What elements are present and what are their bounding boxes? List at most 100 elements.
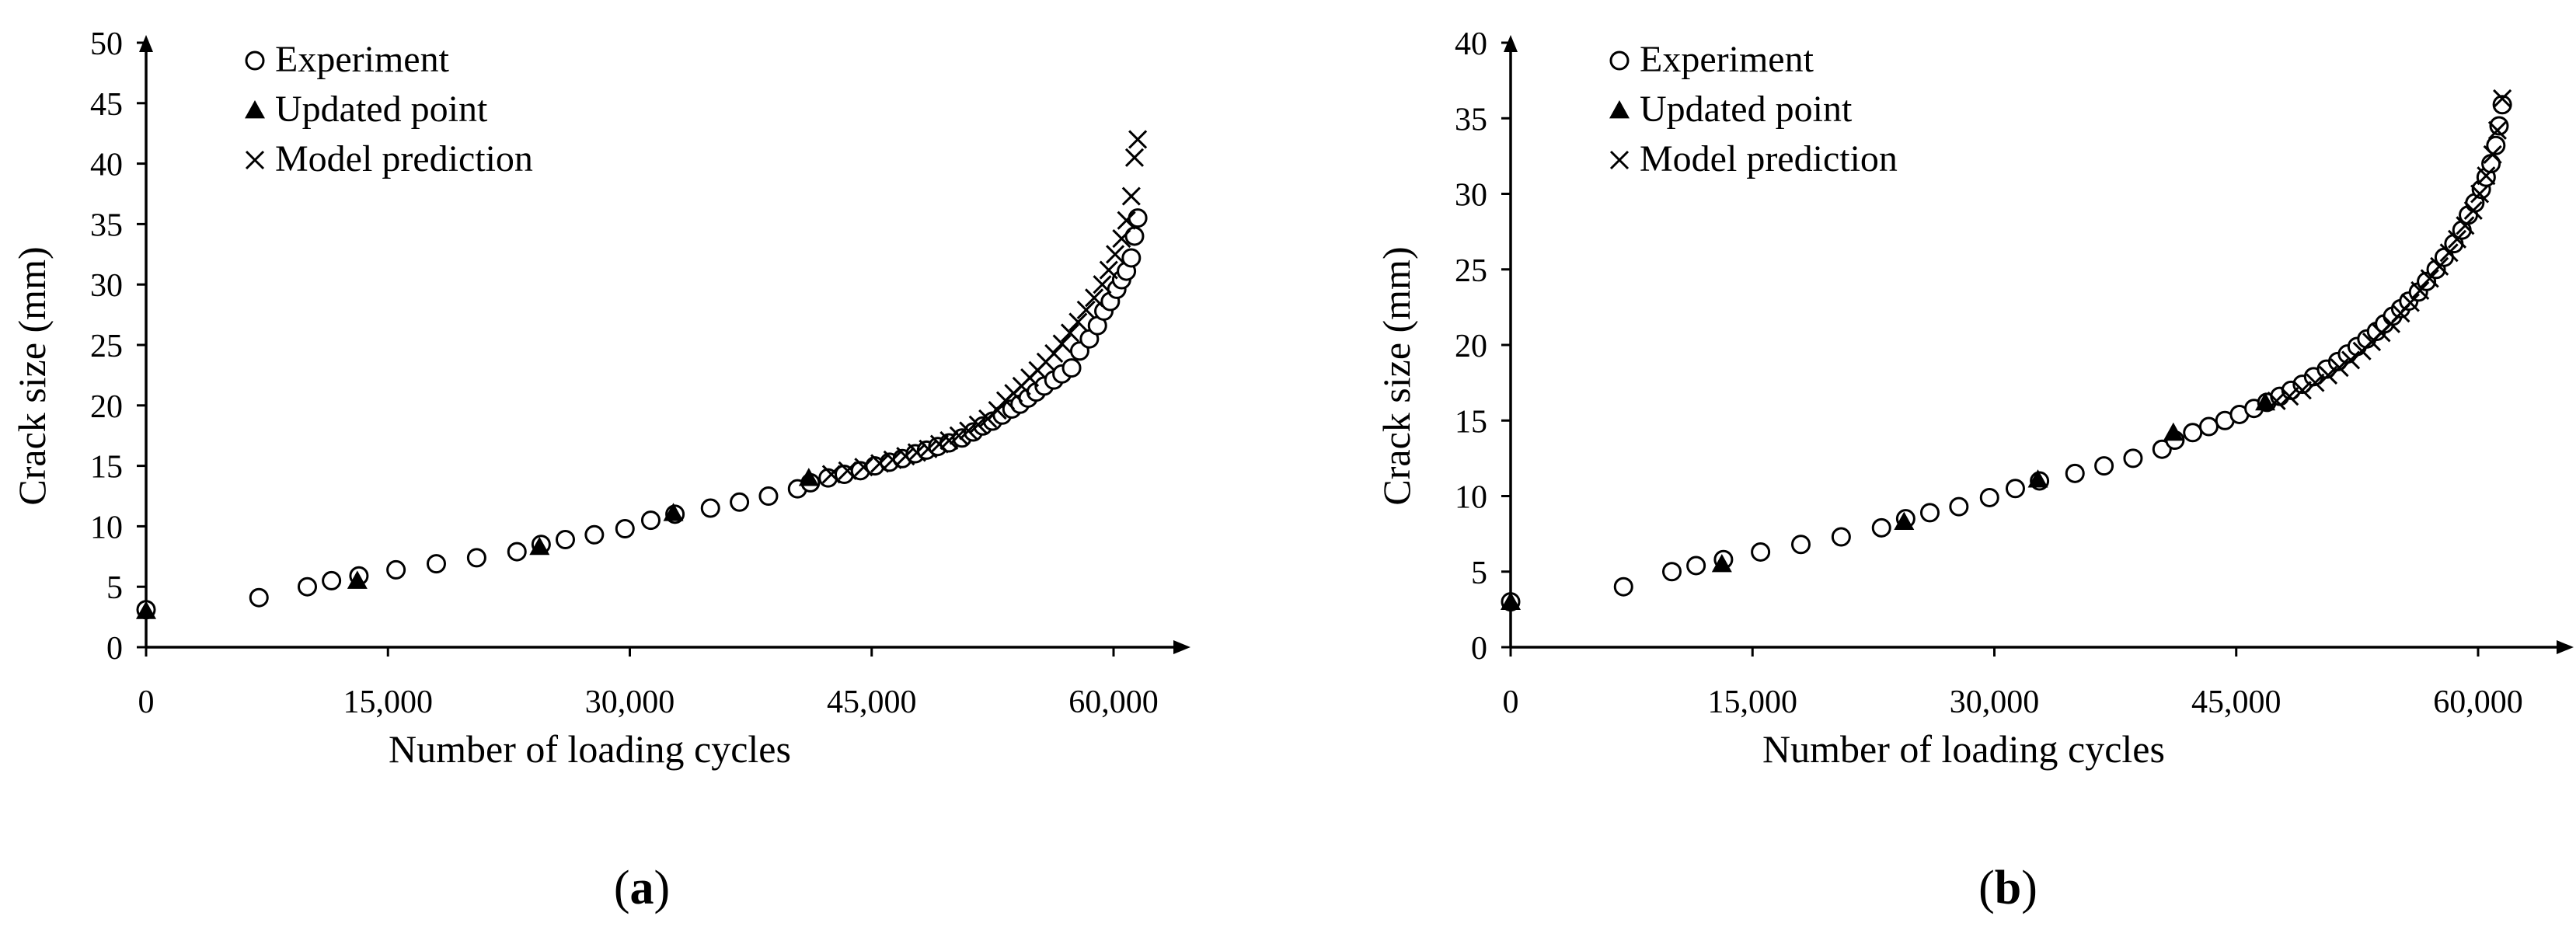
data-point (2065, 463, 2085, 483)
data-point (663, 503, 684, 521)
data-point (386, 559, 406, 580)
data-point (959, 421, 978, 441)
data-point (968, 415, 988, 434)
x-tick-label: 0 (138, 684, 155, 720)
data-point (1920, 503, 1940, 523)
data-point (2477, 166, 2496, 186)
x-tick-label: 45,000 (2191, 684, 2281, 720)
y-tick-label: 40 (90, 148, 123, 183)
x-tick-label: 30,000 (585, 684, 675, 720)
data-point (1060, 323, 1080, 343)
data-point (929, 434, 949, 454)
y-tick-label: 10 (1455, 480, 1487, 516)
data-point (322, 570, 342, 590)
legend-entry: Model prediction (1640, 138, 1898, 179)
y-tick-label: 45 (90, 87, 123, 123)
data-point (1061, 358, 1082, 378)
data-point (2493, 89, 2512, 109)
series-updated-point (1501, 392, 2276, 611)
data-point (730, 492, 750, 512)
x-axis-label: Number of loading cycles (1762, 727, 2165, 771)
y-axis-label: Crack size (mm) (1375, 246, 1418, 505)
data-point (615, 519, 635, 539)
data-point (2341, 350, 2361, 370)
data-point (870, 454, 890, 473)
data-point (939, 430, 959, 450)
panel-label: (b) (1978, 862, 2037, 914)
data-point (2439, 243, 2459, 263)
y-tick-label: 20 (1455, 329, 1487, 364)
data-point (2420, 269, 2439, 288)
panel-label: (a) (614, 862, 670, 914)
data-point (2470, 184, 2490, 204)
series-model-prediction (2267, 89, 2512, 411)
x-tick-label: 15,000 (1708, 684, 1798, 720)
data-point (798, 468, 819, 486)
legend-entry: Experiment (1640, 39, 1814, 80)
data-point (700, 498, 720, 518)
data-point (821, 465, 841, 484)
data-point (2027, 469, 2048, 488)
y-tick-label: 15 (1455, 404, 1487, 440)
data-point (2163, 422, 2184, 441)
x-tick-label: 60,000 (1068, 684, 1159, 720)
legend-entry: Experiment (275, 39, 450, 80)
y-axis-label: Crack size (mm) (10, 246, 54, 505)
data-point (2463, 200, 2483, 220)
y-tick-label: 5 (1471, 556, 1487, 591)
y-tick-label: 5 (106, 570, 123, 606)
legend-entry: Updated point (1640, 89, 1853, 130)
data-point (2183, 423, 2203, 443)
data-point (1894, 511, 1915, 530)
x-tick-label: 0 (1503, 684, 1519, 720)
data-point (1117, 211, 1136, 230)
data-point (1831, 527, 1851, 547)
data-point (1128, 130, 1148, 149)
legend: Experiment Updated point Model prediction (245, 39, 533, 179)
data-point (2152, 439, 2172, 459)
y-tick-label: 15 (90, 450, 123, 486)
data-point (2330, 358, 2349, 378)
data-point (1686, 556, 1706, 576)
data-point (466, 548, 486, 568)
y-tick-label: 10 (90, 510, 123, 545)
data-point (2487, 120, 2507, 140)
data-point (838, 461, 857, 480)
data-point (249, 587, 269, 608)
data-point (1106, 245, 1125, 264)
data-point (1662, 562, 1682, 582)
data-point (1871, 517, 1891, 538)
x-tick-label: 15,000 (343, 684, 434, 720)
data-point (949, 426, 968, 445)
legend-marker (1609, 150, 1630, 170)
legend-marker (245, 150, 265, 170)
data-point (2005, 479, 2025, 499)
data-point (2123, 448, 2143, 468)
data-point (347, 570, 368, 589)
data-point (2410, 280, 2430, 301)
legend-entry: Updated point (275, 89, 488, 130)
data-point (1068, 312, 1088, 332)
data-point (2456, 216, 2475, 235)
legend: Experiment Updated point Model prediction (1609, 39, 1898, 179)
x-axis-arrow (2557, 640, 2574, 654)
data-point (427, 554, 446, 574)
y-tick-label: 35 (1455, 102, 1487, 138)
data-point (2306, 373, 2325, 392)
series-model-prediction (821, 130, 1148, 484)
chart-panel-b: 0 15,000 30,000 45,000 60,000 0 5 10 15 20 25 30 35 4… (1375, 26, 2574, 914)
data-point (1711, 554, 1732, 573)
legend-marker (1609, 51, 1630, 71)
data-point (529, 536, 550, 556)
y-tick-label: 30 (1455, 178, 1487, 214)
data-point (507, 542, 527, 562)
x-tick-label: 60,000 (2433, 684, 2523, 720)
data-point (2318, 365, 2338, 385)
y-tick-label: 50 (90, 26, 123, 62)
data-point (883, 450, 902, 469)
x-axis-arrow (1173, 640, 1190, 654)
legend-marker (1609, 100, 1630, 119)
data-point (854, 458, 873, 477)
data-point (640, 510, 661, 531)
chart-panel-a: 0 15,000 30,000 45,000 60,000 0 5 10 15 20 25 30 35 4… (10, 26, 1190, 914)
